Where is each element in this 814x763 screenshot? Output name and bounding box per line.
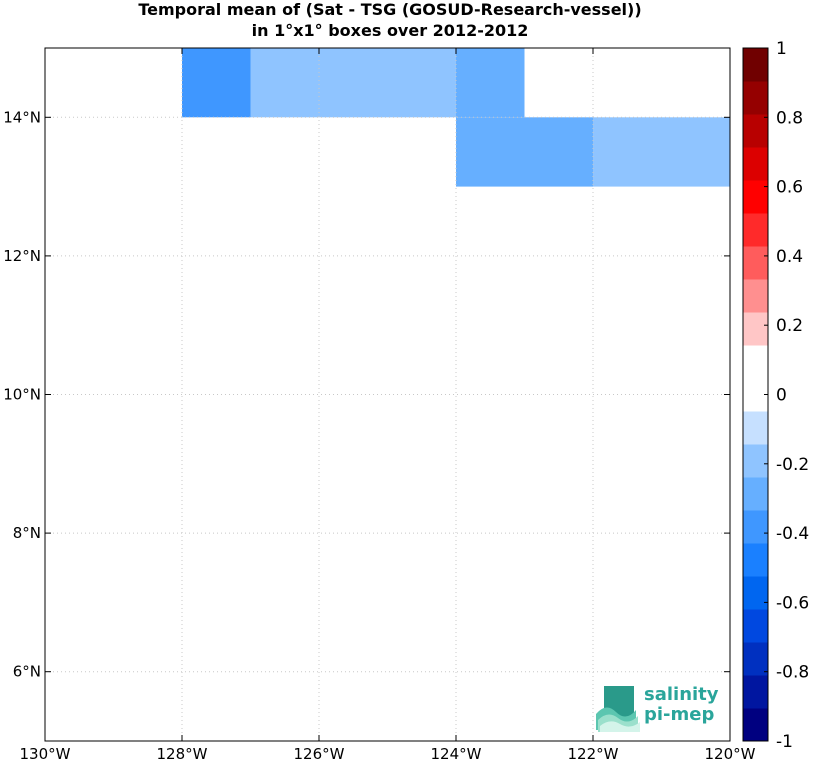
colorbar-segment [743,642,768,676]
colorbar-tick-label: 0.6 [776,178,803,198]
x-tick-label: 126°W [294,745,345,763]
colorbar-tick-label: -0.4 [776,524,809,544]
colorbar-segment [743,510,768,544]
colorbar-segment [743,279,768,313]
chart-subtitle: in 1°x1° boxes over 2012-2012 [251,21,529,40]
colorbar-segment [743,675,768,709]
chart-title: Temporal mean of (Sat - TSG (GOSUD-Resea… [138,0,642,19]
x-tick-label: 128°W [157,745,208,763]
logo-text-line1: salinity [644,684,719,705]
y-tick-label: 10°N [3,386,41,404]
heatmap-cell [319,48,388,118]
colorbar-segment [743,213,768,247]
colorbar-segment [743,378,768,412]
heatmap-cell [182,48,251,118]
colorbar-segment [743,444,768,478]
colorbar-segment [743,411,768,445]
colorbar-tick-label: -0.8 [776,663,809,683]
colorbar-tick-label: -0.6 [776,593,809,613]
wave-logo-icon [596,686,640,732]
colorbar-tick-label: 0.2 [776,316,803,336]
colorbar-tick-label: 1 [776,39,787,59]
heatmap-cell [524,117,593,187]
heatmap-cell [593,117,662,187]
colorbar-segment [743,609,768,643]
heatmap-cell [387,48,456,118]
colorbar-tick-label: 0 [776,386,787,406]
heatmap-cell [661,117,730,187]
colorbar-tick-label: -1 [776,732,793,752]
logo-text-line2: pi-mep [644,704,715,725]
y-tick-label: 8°N [13,524,41,542]
heatmap-cell [456,117,525,187]
colorbar-segment [743,48,768,82]
y-tick-label: 6°N [13,663,41,681]
colorbar-segment [743,312,768,346]
colorbar-tick-label: 0.4 [776,247,803,267]
y-tick-label: 14°N [3,108,41,126]
x-tick-label: 122°W [568,745,619,763]
heatmap-cell [456,48,525,118]
colorbar-segment [743,576,768,610]
colorbar-tick-label: -0.2 [776,455,809,475]
colorbar-segment [743,708,768,742]
y-tick-label: 12°N [3,247,41,265]
x-tick-label: 124°W [431,745,482,763]
colorbar-segment [743,81,768,115]
colorbar-segment [743,345,768,379]
x-tick-label: 130°W [20,745,71,763]
salinity-pimep-logo: salinity pi-mep [596,684,726,732]
colorbar-segment [743,246,768,280]
heatmap-cell [250,48,319,118]
colorbar-segment [743,180,768,214]
colorbar-segment [743,543,768,577]
colorbar-tick-label: 0.8 [776,108,803,128]
colorbar-segment [743,114,768,148]
colorbar-segment [743,147,768,181]
x-tick-label: 120°W [705,745,756,763]
colorbar-segment [743,477,768,511]
